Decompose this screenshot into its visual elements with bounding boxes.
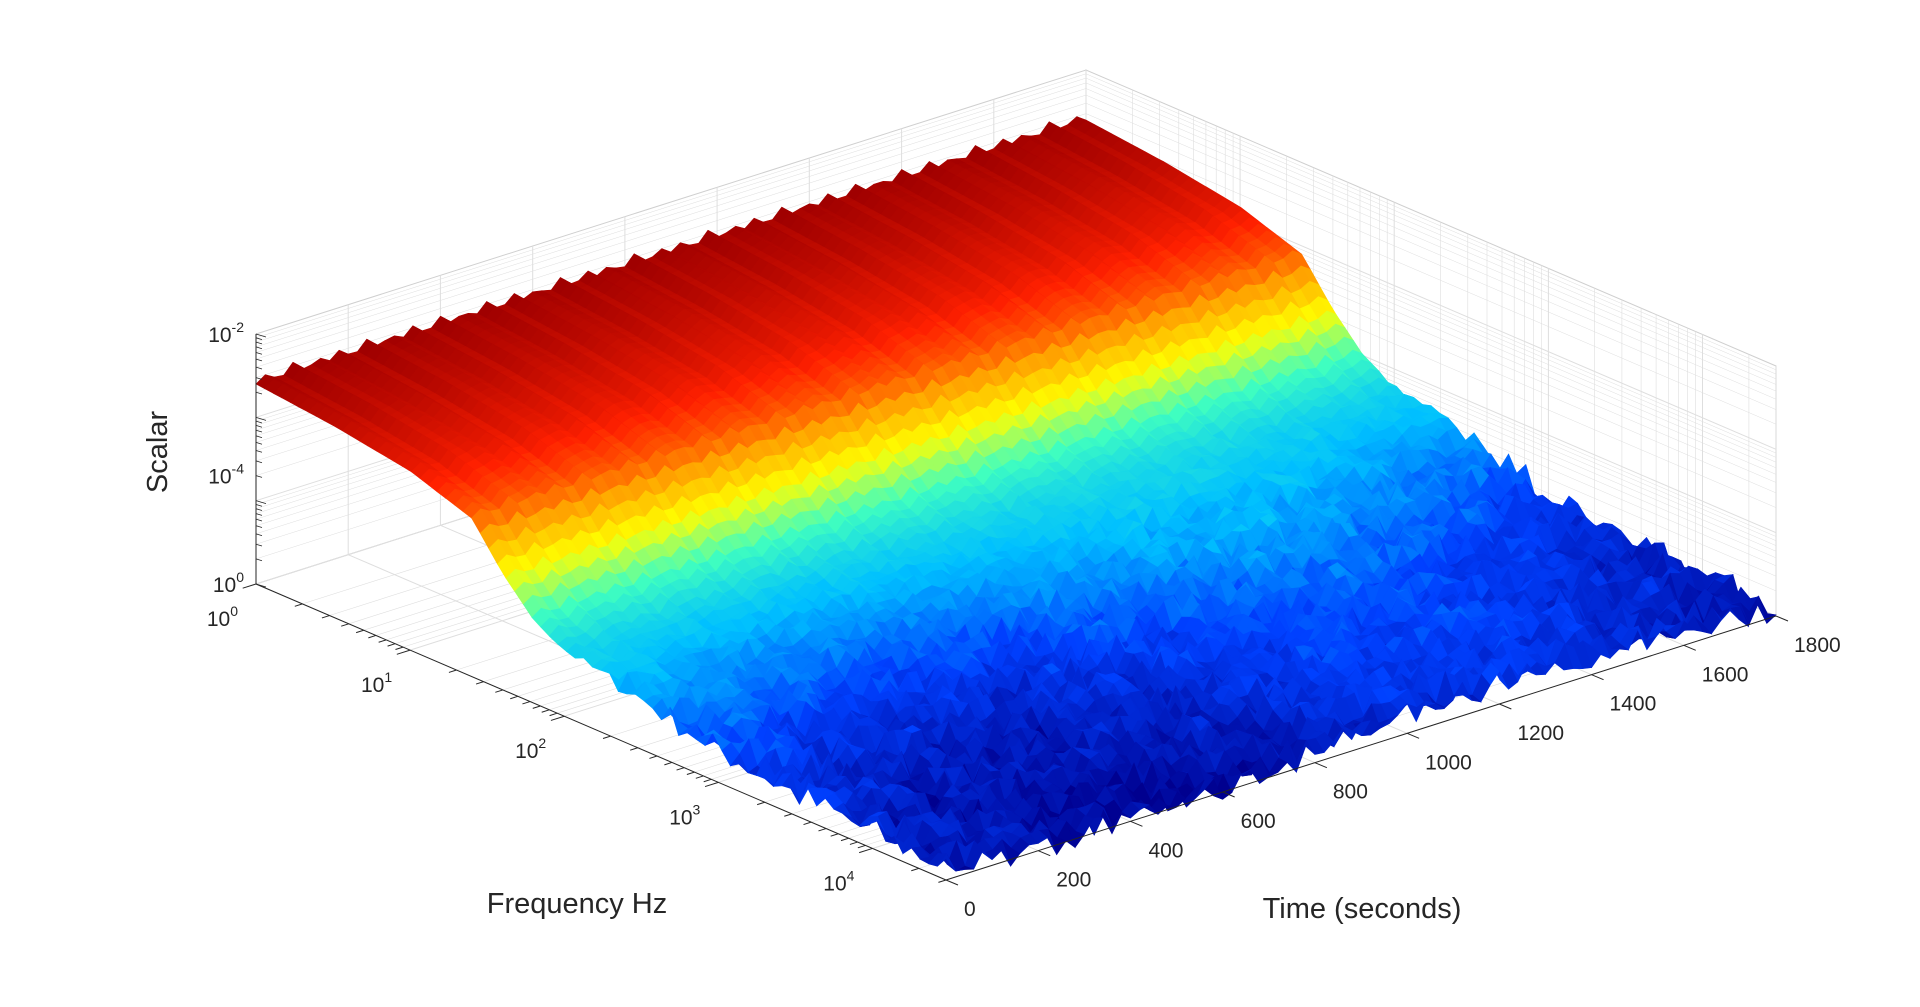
- z-gridline: [255, 77, 1777, 375]
- z-gridline: [255, 73, 1777, 371]
- z-gridline: [255, 88, 1777, 385]
- z-gridline: [255, 113, 1777, 410]
- z-gridline: [255, 94, 1777, 392]
- z-gridline: [255, 82, 1777, 380]
- surface-mesh: [255, 116, 1777, 872]
- z-gridline: [255, 102, 1777, 400]
